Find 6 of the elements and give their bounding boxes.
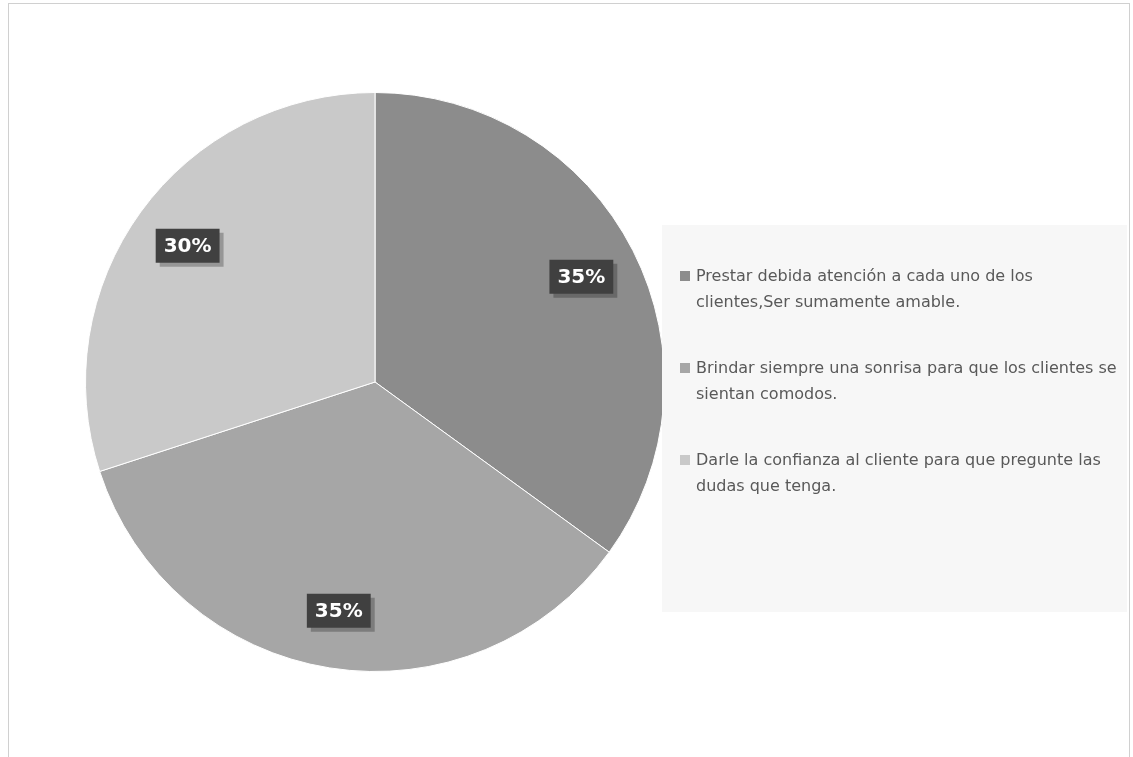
legend-label: Darle la confianza al cliente para que pregunte las dudas que tenga. bbox=[696, 449, 1102, 497]
legend-label: Brindar siempre una sonrisa para que los clientes se sientan comodos. bbox=[696, 357, 1117, 405]
data-label: 35% bbox=[314, 597, 363, 622]
data-label: 35% bbox=[557, 264, 606, 289]
legend-label: Prestar debida atención a cada uno de los clientes,Ser sumamente amable. bbox=[696, 265, 1034, 313]
data-label: 30% bbox=[163, 233, 212, 258]
